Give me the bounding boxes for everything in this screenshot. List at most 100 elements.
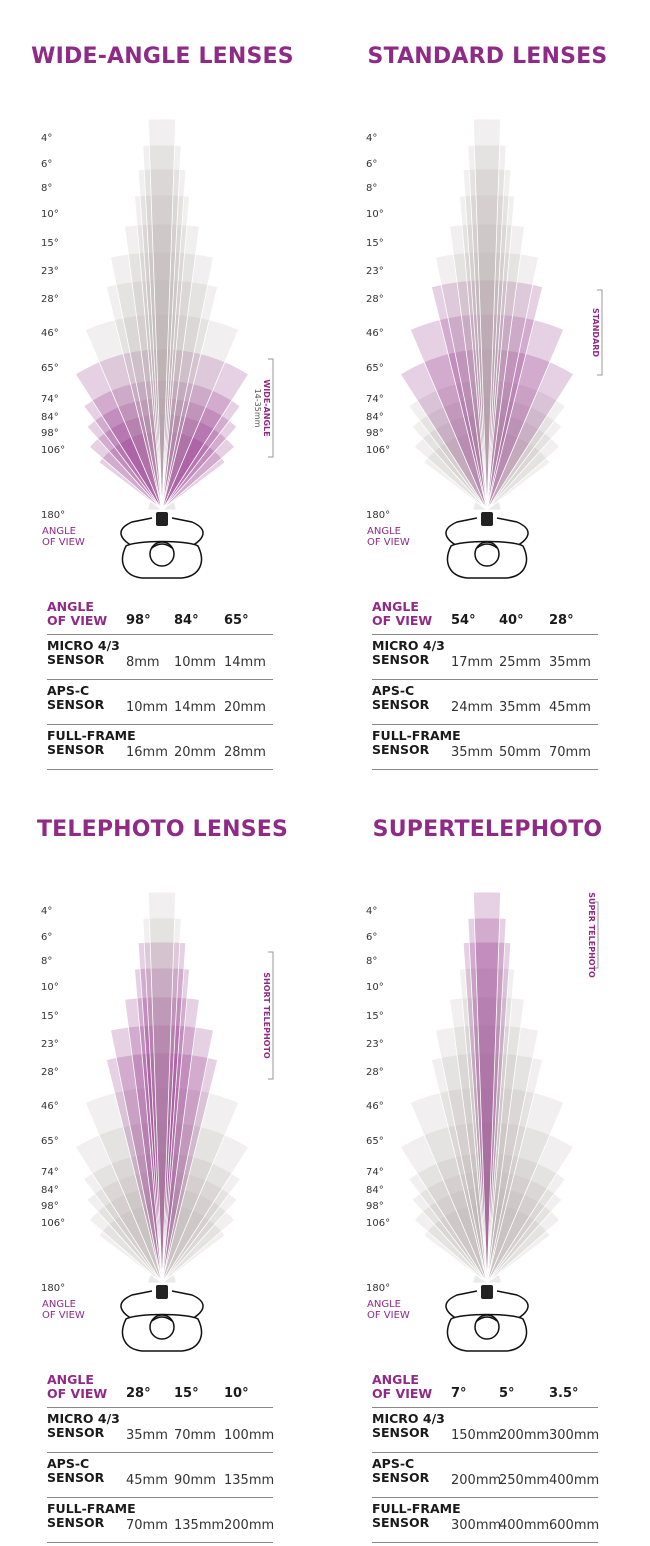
tick-label: 46°	[41, 1101, 59, 1112]
tick-label: 98°	[41, 428, 59, 439]
angle-of-view-caption: ANGLE	[367, 526, 401, 537]
row-label-line: MICRO 4/3	[372, 1411, 445, 1426]
table-row: MICRO 4/3 SENSOR 150mm 200mm 300mm	[372, 1408, 600, 1453]
focal-length-value: 25mm	[499, 655, 541, 670]
angle-of-view-caption: OF VIEW	[367, 537, 410, 548]
tick-label: 65°	[366, 363, 384, 374]
view-wedge	[84, 313, 240, 512]
tick-label: 28°	[366, 294, 384, 305]
table-row: APS-C SENSOR 24mm 35mm 45mm	[372, 680, 598, 725]
tick-label: 84°	[41, 412, 59, 423]
photographer-figure	[445, 512, 529, 579]
table-header-row: ANGLE OF VIEW 54° 40° 28°	[372, 596, 598, 635]
angle-of-view-caption: OF VIEW	[42, 537, 85, 548]
bracket-label: SHORT TELEPHOTO	[262, 972, 271, 1059]
tick-label: 106°	[366, 445, 390, 456]
angle-of-view-caption: ANGLE	[42, 526, 76, 537]
photographer-figure	[120, 1285, 204, 1352]
row-label-line: FULL-FRAME	[372, 1501, 461, 1516]
angle-of-view-diagram: 4° 6° 8° 10° 15° 23° 28° 46° 65° 74° 84° 98° 106° 180…	[366, 118, 603, 579]
view-wedge	[147, 118, 177, 511]
tick-label: 98°	[41, 1201, 59, 1212]
row-label-line: SENSOR	[47, 697, 105, 712]
focal-length-value: 600mm	[549, 1518, 600, 1533]
view-wedge	[88, 1186, 236, 1284]
focal-length-value: 24mm	[451, 700, 493, 715]
view-wedge	[423, 1203, 551, 1284]
row-label-line: SENSOR	[372, 697, 430, 712]
row-label-line: SENSOR	[372, 1425, 430, 1440]
tick-label: 74°	[41, 1167, 59, 1178]
focal-length-value: 8mm	[126, 655, 160, 670]
row-label: APS-C SENSOR	[372, 1457, 429, 1485]
focal-length-value: 10mm	[174, 655, 216, 670]
view-wedge	[74, 1121, 250, 1284]
view-wedge	[105, 279, 219, 511]
angle-of-view-diagram: 4° 6° 8° 10° 15° 23° 28° 46° 65° 74° 84° 98° 106° 180…	[41, 118, 274, 579]
range-bracket: STANDARD	[591, 289, 603, 376]
bracket-label: SUPER TELEPHOTO	[587, 892, 596, 978]
row-label-line: SENSOR	[47, 742, 105, 757]
view-wedge	[472, 118, 502, 511]
tick-label: 106°	[41, 1218, 65, 1229]
view-wedge	[472, 891, 502, 1284]
angle-value: 54°	[451, 613, 476, 628]
row-label: MICRO 4/3 SENSOR	[372, 639, 445, 667]
view-wedge	[430, 279, 544, 511]
view-wedge	[134, 194, 190, 511]
tick-label: 6°	[366, 159, 377, 170]
focal-length-value: 70mm	[174, 1428, 216, 1443]
view-wedge	[137, 941, 187, 1284]
row-label: FULL-FRAME SENSOR	[47, 729, 136, 757]
row-label-line: APS-C	[47, 683, 90, 698]
focal-length-value: 14mm	[224, 655, 266, 670]
tick-label: 65°	[366, 1136, 384, 1147]
view-wedge	[137, 168, 187, 511]
view-wedge	[98, 1203, 226, 1284]
focal-length-value: 70mm	[549, 745, 591, 760]
row-label: APS-C SENSOR	[47, 684, 104, 712]
table-header-row: ANGLE OF VIEW 98° 84° 65°	[47, 596, 273, 635]
focal-length-value: 70mm	[126, 1518, 168, 1533]
tick-label: 10°	[366, 982, 384, 993]
row-label-line: OF VIEW	[47, 1386, 108, 1401]
angle-value: 40°	[499, 613, 524, 628]
row-label-line: SENSOR	[372, 742, 430, 757]
focal-length-value: 28mm	[224, 745, 266, 760]
view-wedge	[74, 348, 250, 511]
tick-label: 8°	[41, 183, 52, 194]
row-label-line: APS-C	[372, 683, 415, 698]
focal-length-value: 45mm	[126, 1473, 168, 1488]
view-wedge	[86, 1170, 238, 1284]
focal-length-value: 300mm	[549, 1428, 600, 1443]
row-label-line: ANGLE	[372, 599, 419, 614]
focal-length-value: 14mm	[174, 700, 216, 715]
tick-label: 65°	[41, 363, 59, 374]
table-row: FULL-FRAME SENSOR 300mm 400mm 600mm	[372, 1498, 600, 1543]
focal-length-table: ANGLE OF VIEW 98° 84° 65° MICRO 4/3 SENSOR 8mm 1…	[47, 596, 273, 770]
row-label-line: SENSOR	[47, 1515, 105, 1530]
row-label-line: ANGLE	[47, 599, 94, 614]
angle-of-view-caption: OF VIEW	[42, 1310, 85, 1321]
tick-label: 23°	[366, 266, 384, 277]
focal-length-value: 200mm	[451, 1473, 502, 1488]
view-wedge	[83, 379, 241, 511]
angle-value: 10°	[224, 1386, 249, 1401]
angle-value: 84°	[174, 613, 199, 628]
panel-telephoto: TELEPHOTO LENSES 4° 6° 8° 10° 15° 23° 28° 46° 65°…	[0, 773, 325, 1546]
tick-label: 180°	[41, 1283, 65, 1294]
view-wedge	[462, 941, 512, 1284]
panel-supertelephoto: SUPERTELEPHOTO 4° 6° 8° 10° 15° 23° 28° 46° 65° 74…	[325, 773, 650, 1546]
row-label: FULL-FRAME SENSOR	[372, 729, 461, 757]
tick-label: 74°	[41, 394, 59, 405]
focal-length-table: ANGLE OF VIEW 7° 5° 3.5° MICRO 4/3 SENSOR 150mm…	[372, 1369, 600, 1543]
view-wedge	[462, 168, 512, 511]
view-wedge	[459, 967, 515, 1284]
row-label-line: SENSOR	[372, 1515, 430, 1530]
table-row: FULL-FRAME SENSOR 35mm 50mm 70mm	[372, 725, 598, 770]
row-label-line: FULL-FRAME	[372, 728, 461, 743]
view-wedge	[399, 1121, 575, 1284]
angle-value: 3.5°	[549, 1386, 579, 1401]
row-label-line: ANGLE	[372, 1372, 419, 1387]
table-row: FULL-FRAME SENSOR 16mm 20mm 28mm	[47, 725, 273, 770]
